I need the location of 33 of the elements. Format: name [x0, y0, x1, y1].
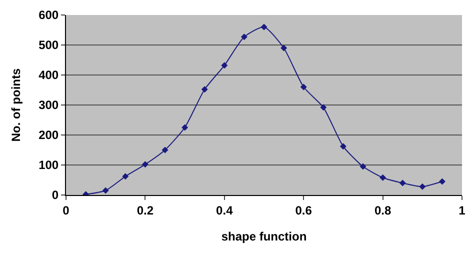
point: [122, 173, 129, 180]
y-tick-label: 100: [38, 158, 59, 172]
point: [221, 62, 228, 69]
y-tick-label: 400: [38, 68, 59, 82]
point: [320, 104, 327, 111]
x-tick-label: 0.8: [374, 203, 392, 218]
point: [142, 161, 148, 168]
point: [438, 178, 446, 185]
point: [380, 174, 386, 181]
y-tick-label: 0: [52, 188, 59, 202]
x-tick-label: 0.6: [295, 203, 312, 218]
point: [300, 84, 307, 90]
x-axis-title: shape function: [221, 229, 307, 244]
y-tick-label: 300: [38, 98, 59, 112]
point: [240, 34, 248, 40]
x-tick-label: 0.2: [136, 203, 154, 218]
y-tick-label: 200: [38, 128, 59, 142]
x-tick-label: 0.4: [216, 203, 234, 218]
point: [201, 86, 208, 93]
point: [399, 180, 406, 186]
point: [182, 124, 188, 131]
y-tick-label: 600: [38, 8, 59, 22]
x-tick-label: 0: [62, 203, 70, 218]
point: [280, 44, 288, 52]
point: [260, 24, 268, 30]
y-tick-label: 500: [38, 38, 59, 52]
point: [360, 163, 366, 170]
x-tick-label: 1: [458, 203, 466, 218]
point: [162, 146, 168, 154]
point: [419, 183, 426, 190]
point: [102, 187, 109, 194]
point: [340, 143, 346, 150]
y-axis-title: No. of points: [8, 68, 23, 142]
